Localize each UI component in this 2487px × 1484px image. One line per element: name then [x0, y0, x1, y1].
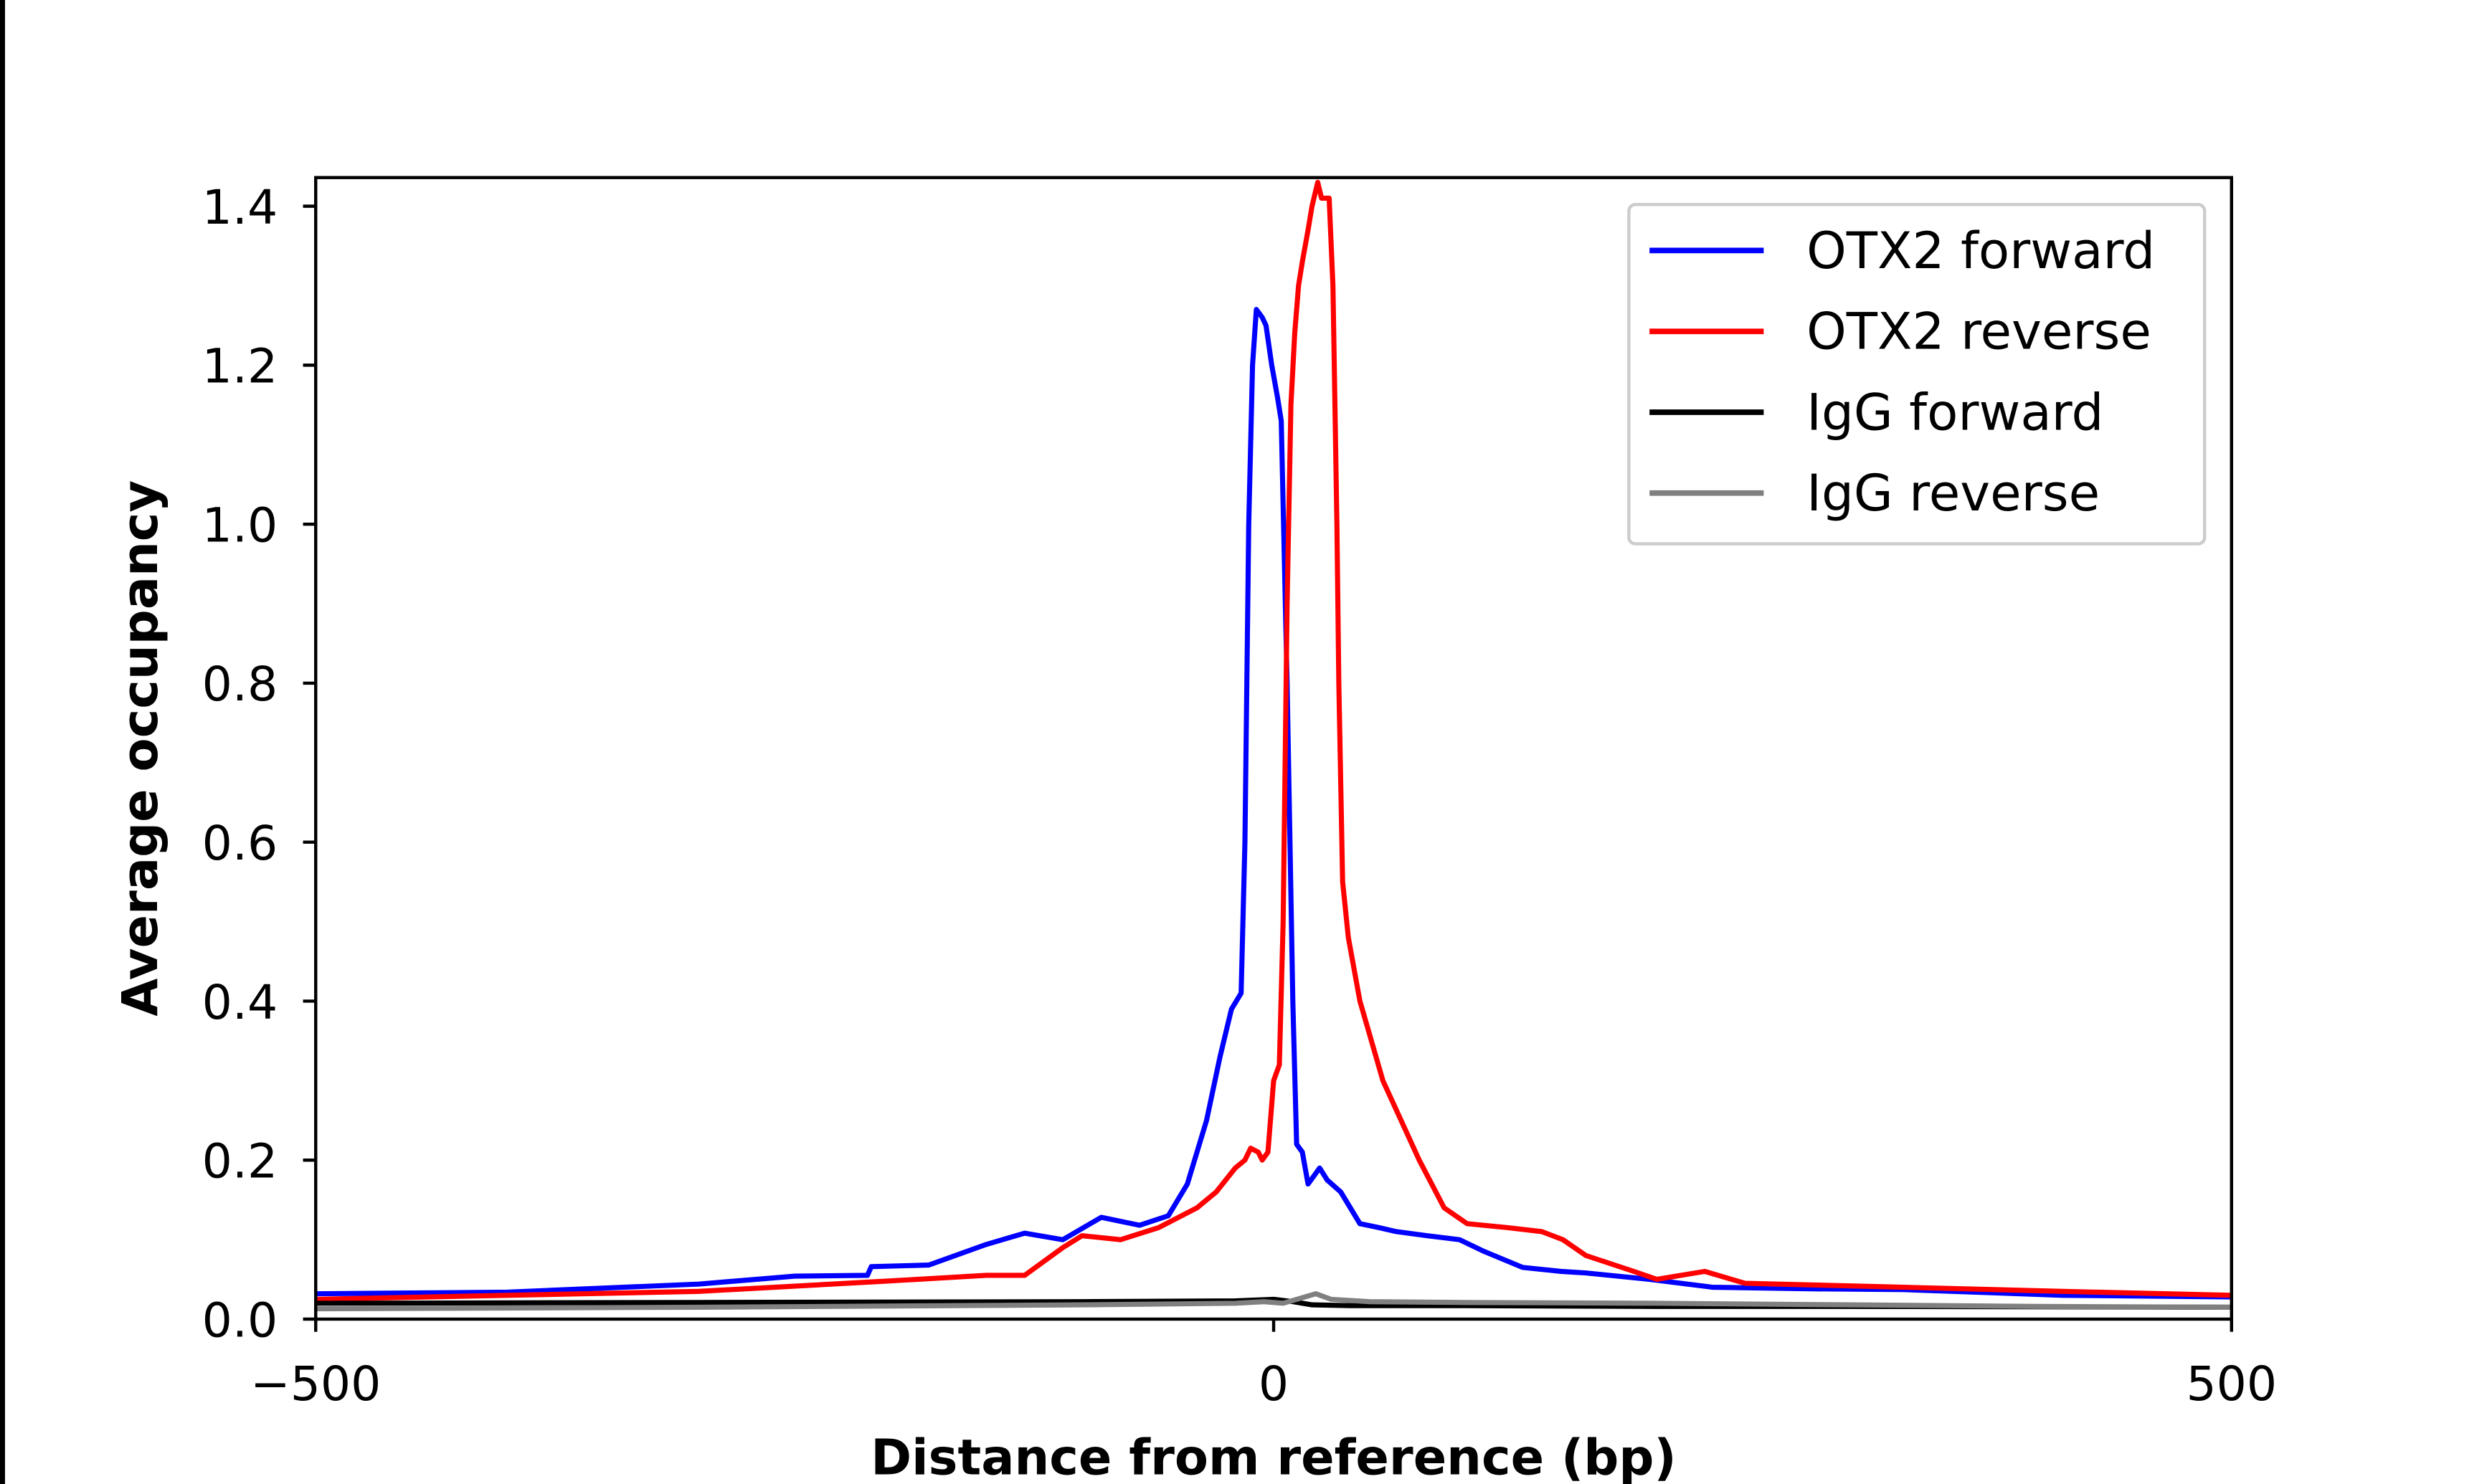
legend-box — [1627, 203, 2207, 546]
series-line-igg-forward — [316, 1296, 2232, 1310]
legend-label: IgG forward — [1806, 382, 2103, 442]
x-tick-label: 500 — [2186, 1356, 2277, 1412]
y-tick-label: 0.6 — [202, 815, 278, 871]
series-lines — [316, 179, 2232, 1312]
series-line-igg-reverse — [316, 1291, 2232, 1312]
frame-border — [0, 0, 5, 1484]
legend-label: OTX2 forward — [1806, 221, 2155, 280]
y-tick-label: 0.0 — [202, 1292, 278, 1348]
y-tick-label: 1.0 — [202, 497, 278, 553]
y-tick-label: 1.4 — [202, 179, 278, 235]
y-tick-label: 0.2 — [202, 1133, 278, 1189]
series-line-otx2-forward — [316, 307, 2232, 1300]
y-tick-label: 1.2 — [202, 338, 278, 394]
x-axis-label: Distance from reference (bp) — [871, 1430, 1677, 1484]
legend: OTX2 forward OTX2 reverse IgG forward IgG r… — [1627, 203, 2207, 546]
legend-label: OTX2 reverse — [1806, 302, 2151, 361]
legend-label: IgG reverse — [1806, 463, 2100, 523]
x-tick-label: 0 — [1259, 1356, 1289, 1412]
y-tick-label: 0.8 — [202, 656, 278, 712]
y-axis-label: Average occupancy — [112, 480, 169, 1017]
x-tick-label: −500 — [250, 1356, 381, 1412]
y-tick-label: 0.4 — [202, 974, 278, 1030]
axis-ticks: −500 0 500 0.0 0.2 0.4 0.6 0.8 1.0 1.2 1.4 — [202, 179, 2277, 1412]
series-line-otx2-reverse — [316, 179, 2232, 1302]
